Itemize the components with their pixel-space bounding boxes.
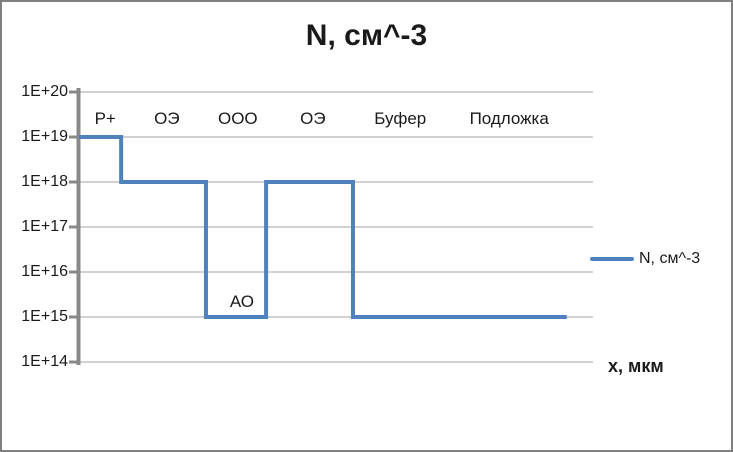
region-label-substrate: Подложка xyxy=(469,109,549,128)
legend-line-swatch xyxy=(590,257,634,261)
region-label-buffer: Буфер xyxy=(374,109,427,128)
y-tick-label: 1E+19 xyxy=(21,128,68,145)
y-tick-label: 1E+18 xyxy=(21,173,68,190)
y-tick-label: 1E+17 xyxy=(21,218,68,235)
y-tick-label: 1E+15 xyxy=(21,308,68,325)
y-tick-label: 1E+14 xyxy=(21,353,68,370)
chart-title: N, см^-3 xyxy=(305,19,428,52)
x-axis-title: x, мкм xyxy=(608,356,664,376)
y-tick-label: 1E+20 xyxy=(21,83,68,100)
region-label-oe-2: ОЭ xyxy=(300,109,326,128)
region-label-p-plus: P+ xyxy=(94,109,116,128)
region-label-oe-1: ОЭ xyxy=(154,109,180,128)
annotation-ao: АО xyxy=(229,292,255,311)
legend-series-label: N, см^-3 xyxy=(639,250,701,267)
series-line xyxy=(79,135,567,319)
region-label-ooo: ООО xyxy=(217,109,258,128)
legend: N, см^-3 xyxy=(590,250,700,268)
y-tick-label: 1E+16 xyxy=(21,263,68,280)
